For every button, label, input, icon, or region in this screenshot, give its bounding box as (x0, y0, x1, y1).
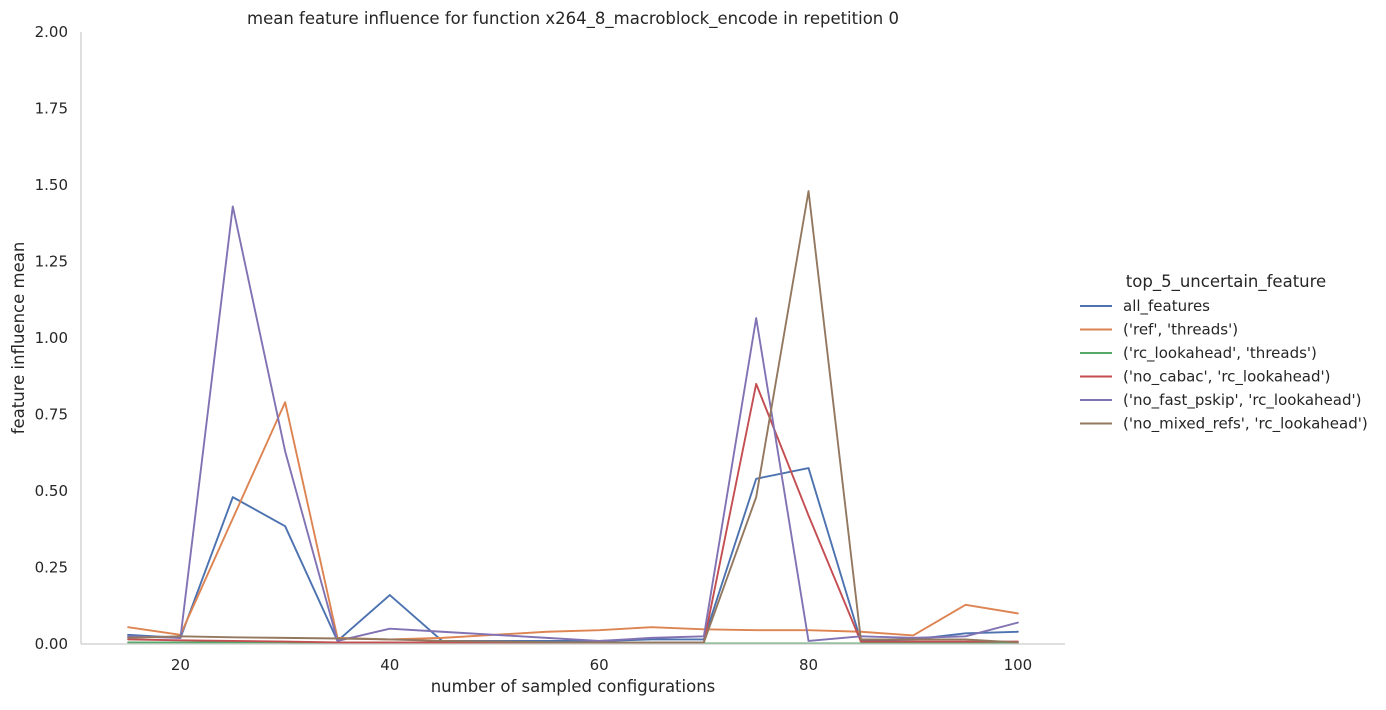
y-tick-label: 0.25 (35, 559, 68, 577)
legend-entry-label: ('no_fast_pskip', 'rc_lookahead') (1123, 391, 1361, 410)
legend-entry-label: all_features (1123, 297, 1210, 316)
legend-entry-label: ('no_cabac', 'rc_lookahead') (1123, 368, 1331, 387)
legend-items: all_features ('ref', 'threads') ('rc_looka… (1080, 297, 1368, 434)
series-line-0 (127, 467, 1019, 642)
x-axis-label: number of sampled configurations (431, 677, 716, 696)
y-tick-label: 0.00 (35, 635, 68, 653)
y-tick-label: 1.25 (35, 253, 68, 271)
x-tick-label: 60 (590, 656, 609, 674)
y-tick-label: 1.50 (35, 176, 68, 194)
series-line-5 (127, 190, 1019, 644)
legend-entry-label: ('ref', 'threads') (1123, 321, 1238, 339)
y-tick-label: 1.75 (35, 100, 68, 118)
y-tick-label: 2.00 (35, 23, 68, 41)
y-tick-label: 0.50 (35, 482, 68, 500)
legend-entry-label: ('no_mixed_refs', 'rc_lookahead') (1123, 415, 1368, 434)
plot-area (127, 190, 1019, 645)
legend-entry-label: ('rc_lookahead', 'threads') (1123, 344, 1317, 363)
y-axis-label: feature influence mean (9, 242, 28, 435)
y-tick-label: 0.75 (35, 406, 68, 424)
chart-title: mean feature influence for function x264… (247, 9, 899, 29)
legend: top_5_uncertain_feature all_features ('re… (1080, 272, 1368, 434)
x-tick-label: 80 (799, 656, 818, 674)
series-line-4 (127, 205, 1019, 642)
legend-title: top_5_uncertain_feature (1126, 272, 1326, 292)
x-tick-label: 20 (171, 656, 190, 674)
series-line-1 (127, 401, 1019, 641)
x-ticks: 20 40 60 80 100 (171, 656, 1032, 674)
y-ticks: 0.00 0.25 0.50 0.75 1.00 1.25 1.50 1.75 2.00 (35, 23, 68, 653)
x-tick-label: 40 (380, 656, 399, 674)
y-tick-label: 1.00 (35, 329, 68, 347)
x-tick-label: 100 (1004, 656, 1033, 674)
